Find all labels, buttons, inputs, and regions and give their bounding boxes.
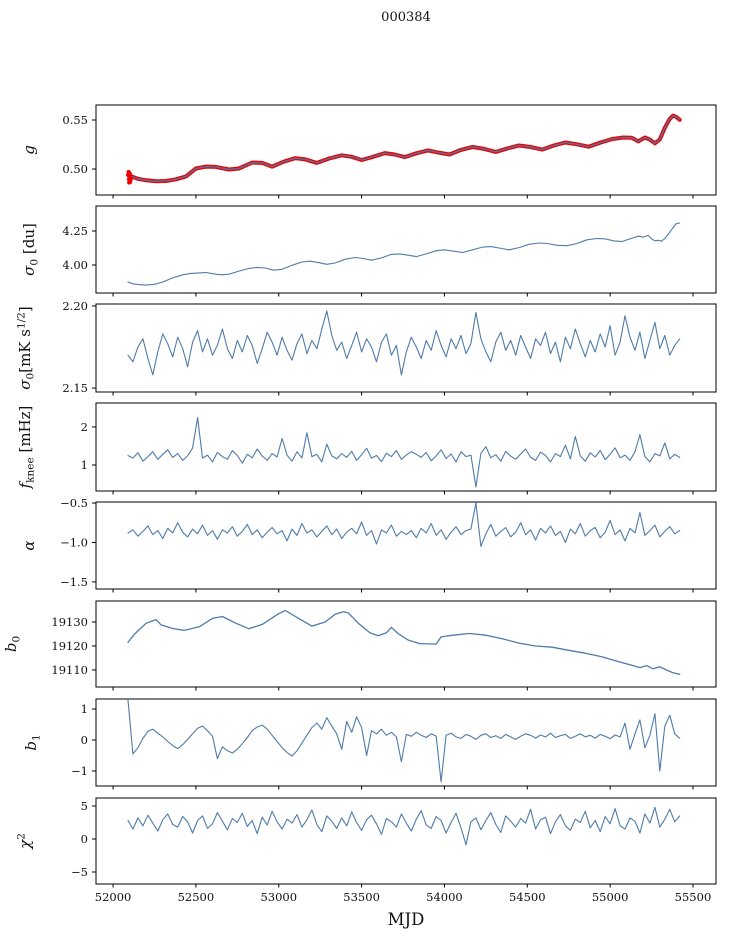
y-tick-label: 5: [81, 799, 88, 813]
y-axis-label: b1: [22, 734, 43, 750]
data-layer: [127, 222, 681, 286]
data-line: [127, 806, 681, 846]
data-layer: [127, 609, 681, 675]
panel-frame: [95, 600, 717, 688]
panel-frame: [95, 797, 717, 885]
data-layer: [127, 502, 681, 547]
y-axis-label: fknee [mHz]: [16, 406, 37, 490]
x-tick-label: 52500: [178, 890, 215, 904]
panel-frame: [95, 501, 717, 590]
y-tick-label: 2.15: [62, 381, 88, 395]
y-tick-label: 2.20: [62, 299, 88, 313]
x-tick-label: 53500: [343, 890, 380, 904]
x-tick-label: 53000: [260, 890, 297, 904]
y-axis-label: χ2: [16, 833, 35, 850]
panel-alpha: −1.5 −1.0 −0.5 α: [20, 496, 717, 593]
y-axis-label: α: [20, 540, 38, 550]
y-axis-label: σ0[mK s1/2]: [16, 306, 37, 389]
data-layer: [127, 416, 681, 488]
y-tick-label: −0.5: [60, 496, 88, 510]
panel-frame: [95, 402, 717, 492]
y-tick-label: 1: [81, 458, 88, 472]
data-marker: [128, 177, 133, 183]
y-tick-label: 4.25: [62, 224, 88, 238]
panel-b0: 19110 19120 19130 b0: [2, 600, 717, 691]
x-tick-label: 54500: [509, 890, 546, 904]
panel-frame: [95, 698, 717, 787]
y-tick-label: 0.55: [62, 113, 88, 127]
y-tick-label: −5: [71, 865, 88, 879]
x-tick-label: 54000: [426, 890, 463, 904]
data-line: [127, 502, 681, 547]
data-layer: [127, 699, 681, 783]
y-axis-label: g: [20, 145, 38, 155]
data-line: [127, 310, 681, 376]
data-marker: [127, 172, 133, 177]
data-line: [126, 113, 682, 184]
data-layer: [127, 806, 681, 846]
data-line: [127, 416, 681, 488]
panel-b1: −1 0 1 b1: [22, 698, 717, 790]
y-tick-label: 0: [81, 832, 88, 846]
y-tick-label: 0.50: [62, 162, 88, 176]
data-line: [127, 609, 681, 675]
y-tick-label: −1: [71, 764, 88, 778]
panel-sigma0-mks: 2.15 2.20 σ0[mK s1/2]: [16, 299, 717, 396]
y-tick-label: 1: [81, 702, 88, 716]
y-axis-label: b0: [2, 636, 23, 652]
y-tick-label: 19130: [51, 615, 88, 629]
y-tick-label: 0: [81, 733, 88, 747]
y-tick-label: −1.0: [60, 535, 88, 549]
data-line: [127, 222, 681, 286]
panel-frame: [95, 104, 717, 196]
y-tick-label: 2: [81, 420, 88, 434]
panel-frame: [95, 303, 717, 393]
y-axis-label: σ0 [du]: [20, 223, 41, 276]
x-tick-label: 55500: [675, 890, 712, 904]
y-tick-label: 19120: [51, 639, 88, 653]
data-line: [127, 699, 681, 783]
chart-title: 000384: [381, 10, 431, 25]
panel-frame: [95, 205, 717, 294]
panel-fknee: 1 2 fknee [mHz]: [16, 402, 717, 495]
data-layer: [126, 113, 682, 185]
y-tick-label: −1.5: [60, 575, 88, 589]
y-tick-label: 4.00: [62, 258, 88, 272]
panel-chi2: −5 0 5 χ2: [16, 797, 717, 888]
panel-g: 0.50 0.55 g: [20, 104, 717, 199]
x-tick-label: 55000: [592, 890, 629, 904]
x-tick-label: 52000: [95, 890, 132, 904]
panel-sigma0-du: 4.00 4.25 σ0 [du]: [20, 205, 717, 297]
x-axis-label: MJD: [388, 910, 425, 929]
y-tick-label: 19110: [51, 663, 88, 677]
data-layer: [127, 310, 681, 376]
data-line: [127, 114, 681, 182]
